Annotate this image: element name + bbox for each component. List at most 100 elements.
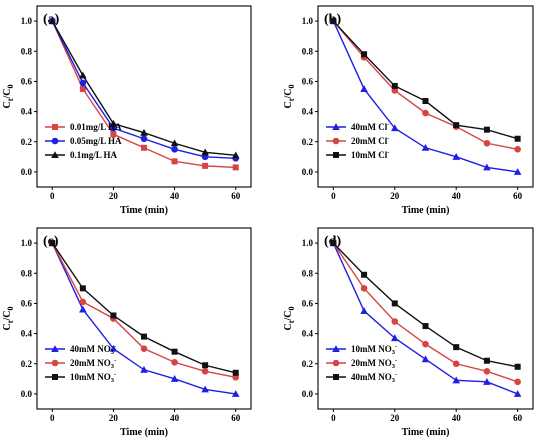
legend-label: 0.01mg/L HA [70, 122, 122, 132]
x-axis-label: Time (min) [120, 427, 168, 438]
data-point [201, 367, 209, 375]
series-3 [49, 240, 239, 376]
data-point [513, 390, 522, 397]
data-point [390, 334, 399, 342]
legend-label-subscript: 3 [392, 349, 396, 356]
y-axis-label-part: /C [2, 311, 13, 322]
y-tick-label: 0.8 [21, 46, 33, 56]
y-tick-label: 0.0 [302, 389, 314, 399]
data-point [453, 122, 460, 129]
x-tick-label: 0 [50, 413, 55, 423]
data-point [514, 378, 521, 386]
data-point [422, 340, 429, 348]
data-point [171, 358, 178, 366]
legend-label-superscript: - [114, 343, 116, 350]
x-tick-label: 40 [170, 413, 180, 423]
series-3 [330, 18, 521, 142]
legend-label: 10mM NO3- [351, 343, 397, 356]
x-tick-label: 60 [231, 413, 241, 423]
data-point [360, 307, 368, 314]
x-tick-label: 0 [50, 191, 55, 201]
legend-label-name: 10mM Cl [351, 150, 388, 160]
legend-marker [332, 123, 340, 130]
legend-label: 40mM Cl- [351, 121, 389, 132]
data-point [231, 151, 240, 159]
series-1 [329, 239, 522, 397]
legend-label-superscript: - [395, 343, 397, 350]
data-point [171, 145, 178, 153]
legend-label-name: 10mM NO [351, 344, 392, 354]
data-point [140, 345, 148, 352]
data-point [141, 144, 147, 151]
legend-label-name: 40mM NO [70, 344, 111, 354]
x-tick-label: 60 [513, 413, 523, 423]
data-point [49, 240, 56, 247]
legend-marker [51, 151, 59, 158]
data-point [453, 344, 460, 351]
legend-label-subscript: 3 [111, 349, 115, 356]
legend-label-superscript: - [395, 357, 397, 364]
legend-marker [333, 374, 339, 380]
x-tick-label: 60 [231, 191, 241, 201]
data-point [452, 153, 461, 160]
y-tick-label: 0.6 [21, 76, 33, 86]
legend-label-name: 40mM NO [351, 372, 392, 382]
y-axis-label-part: 0 [6, 307, 15, 311]
y-tick-label: 0.4 [302, 107, 314, 117]
legend-label-subscript: 3 [392, 377, 396, 384]
x-tick-label: 0 [331, 191, 336, 201]
y-tick-label: 0.6 [21, 298, 33, 308]
data-point [330, 18, 337, 25]
y-axis-label-part: C [2, 323, 13, 330]
data-point [231, 390, 240, 397]
data-point [201, 148, 209, 156]
legend-marker [51, 137, 59, 145]
y-axis-label-part: C [283, 101, 294, 108]
legend-label-subscript: 3 [111, 377, 115, 384]
x-tick-label: 0 [331, 413, 336, 423]
x-axis-label: Time (min) [402, 427, 450, 438]
data-point [483, 357, 490, 364]
legend-marker [332, 345, 340, 352]
data-point [452, 376, 461, 384]
x-tick-label: 20 [109, 413, 119, 423]
y-axis-label-part: /C [2, 89, 13, 100]
x-axis-label: Time (min) [120, 205, 168, 216]
legend-marker [332, 359, 340, 367]
y-axis-label-part: C [283, 323, 294, 330]
y-tick-label: 1.0 [21, 16, 33, 26]
data-point [422, 98, 429, 105]
series-1 [329, 17, 522, 175]
y-axis-label: Ct/C0 [2, 85, 15, 109]
plot-frame [317, 227, 534, 410]
y-tick-label: 0.6 [302, 298, 314, 308]
data-point [79, 85, 86, 92]
legend: 10mM NO3-20mM NO3-40mM NO3- [326, 343, 397, 384]
legend-label-superscript: - [387, 121, 389, 128]
legend-label-subscript: 3 [111, 363, 115, 370]
y-tick-label: 1.0 [302, 238, 314, 248]
y-axis-label-part: C [2, 101, 13, 108]
legend-label-subscript: 3 [392, 363, 396, 370]
legend-label-name: 20mM Cl [351, 136, 388, 146]
data-point [79, 298, 87, 306]
data-point [140, 365, 148, 373]
y-axis-label: Ct/C0 [283, 85, 296, 109]
y-axis-label-part: t [6, 320, 15, 323]
legend-label: 0.1mg/L HA [70, 150, 118, 160]
y-axis-label-part: 0 [6, 85, 15, 89]
x-tick-label: 20 [109, 191, 119, 201]
y-axis-label-part: 0 [287, 307, 296, 311]
legend-marker [51, 345, 59, 352]
data-point [483, 139, 491, 147]
data-point [109, 344, 118, 352]
legend-label-name: 20mM NO [70, 358, 111, 368]
x-tick-label: 20 [390, 413, 400, 423]
series-1 [49, 18, 239, 171]
y-axis-label-part: /C [283, 311, 294, 322]
data-point [391, 300, 398, 307]
legend-label-superscript: - [114, 371, 116, 378]
y-tick-label: 0.8 [21, 268, 33, 278]
